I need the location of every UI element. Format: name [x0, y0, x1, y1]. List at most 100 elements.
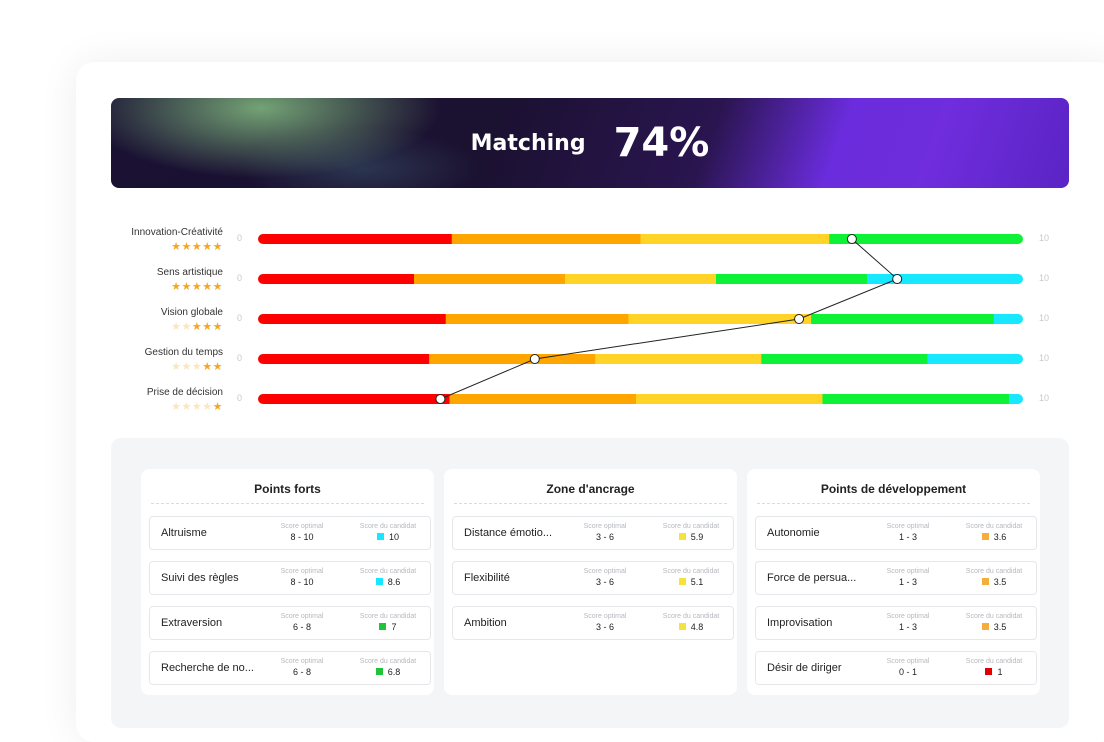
score-color-swatch	[379, 623, 387, 630]
axis-max-label: 10	[1039, 273, 1050, 283]
candidate-score-value: 5.1	[690, 577, 704, 587]
star-icon: ★	[212, 361, 223, 373]
trait-score-row: Autonomie Score optimal 1 - 3 Score du cand…	[755, 516, 1037, 550]
row-trait-name: Improvisation	[767, 617, 833, 629]
candidate-score-label: Score du candidat	[662, 523, 720, 530]
optimal-score-label: Score optimal	[280, 523, 324, 530]
bar-cap	[1013, 234, 1023, 244]
trait-bar	[258, 274, 1023, 284]
star-icon: ★	[212, 281, 223, 293]
bar-cap	[258, 314, 268, 324]
row-trait-name: Extraversion	[161, 617, 223, 629]
candidate-score: Score du candidat 3.5	[956, 612, 1032, 634]
trait-bar	[258, 354, 1023, 364]
candidate-score: Score du candidat 5.9	[653, 522, 729, 544]
candidate-score-label: Score du candidat	[359, 658, 417, 665]
star-icon: ★	[191, 321, 203, 333]
trait-score-row: Recherche de no... Score optimal 6 - 8 Scor…	[149, 651, 431, 685]
bar-cap	[1013, 394, 1023, 404]
column-title: Points forts	[254, 482, 321, 496]
optimal-score: Score optimal 0 - 1	[878, 657, 938, 679]
axis-max-label: 10	[1039, 313, 1050, 323]
score-color-swatch	[376, 533, 384, 540]
star-icon: ★	[181, 361, 192, 373]
candidate-score-label: Score du candidat	[965, 568, 1023, 575]
optimal-score-label: Score optimal	[583, 613, 627, 620]
star-icon: ★	[181, 401, 192, 413]
bar-segment	[640, 234, 830, 244]
trait-score-row: Suivi des règles Score optimal 8 - 10 Score…	[149, 561, 431, 595]
axis-min-label: 0	[237, 353, 243, 363]
optimal-score-value: 1 - 3	[898, 577, 917, 587]
optimal-score: Score optimal 6 - 8	[272, 612, 332, 634]
optimal-score: Score optimal 3 - 6	[575, 567, 635, 589]
axis-max-label: 10	[1039, 353, 1050, 363]
optimal-score-label: Score optimal	[886, 658, 930, 665]
candidate-score: Score du candidat 7	[350, 612, 426, 634]
star-icon: ★	[171, 361, 182, 373]
optimal-score: Score optimal 3 - 6	[575, 522, 635, 544]
trait-label: Prise de décision	[146, 387, 223, 398]
candidate-score-value: 3.5	[993, 622, 1007, 632]
star-icon: ★	[191, 361, 203, 373]
score-color-swatch	[985, 668, 993, 675]
bar-segment	[993, 314, 1019, 324]
candidate-score-value: 5.9	[690, 532, 704, 542]
trait-bar	[258, 314, 1023, 324]
row-trait-name: Altruisme	[161, 527, 207, 539]
optimal-score-label: Score optimal	[886, 613, 930, 620]
candidate-score-label: Score du candidat	[359, 568, 417, 575]
bar-segment	[829, 234, 1019, 244]
trait-bar	[258, 394, 1023, 404]
row-trait-name: Distance émotio...	[464, 527, 553, 539]
star-icon: ★	[212, 401, 223, 413]
candidate-score: Score du candidat 4.8	[653, 612, 729, 634]
star-icon: ★	[181, 321, 192, 333]
bar-segment	[263, 394, 450, 404]
bar-segment	[927, 354, 1019, 364]
summary-column: Zone d'ancrage Distance émotio... Score op…	[444, 469, 737, 695]
candidate-score: Score du candidat 3.6	[956, 522, 1032, 544]
candidate-score-label: Score du candidat	[965, 523, 1023, 530]
trait-star-rating: ★★★★★	[103, 241, 223, 253]
trait-score-row: Force de persua... Score optimal 1 - 3 Scor…	[755, 561, 1037, 595]
bar-segment	[263, 274, 415, 284]
summary-column: Points de développement Autonomie Score op…	[747, 469, 1040, 695]
trait-score-row: Flexibilité Score optimal 3 - 6 Score du ca…	[452, 561, 734, 595]
score-marker	[794, 314, 805, 324]
optimal-score: Score optimal 8 - 10	[272, 567, 332, 589]
axis-max-label: 10	[1039, 233, 1050, 243]
column-title: Points de développement	[820, 482, 967, 496]
star-icon: ★	[212, 321, 223, 333]
candidate-score: Score du candidat 1	[956, 657, 1032, 679]
bar-segment	[263, 234, 453, 244]
trait-score-row: Extraversion Score optimal 6 - 8 Score du c…	[149, 606, 431, 640]
optimal-score-label: Score optimal	[886, 523, 930, 530]
score-marker	[435, 394, 446, 404]
score-color-swatch	[375, 578, 383, 585]
star-icon: ★	[202, 281, 213, 293]
matching-value: 74%	[613, 120, 710, 166]
matching-banner: Matching 74%	[111, 98, 1069, 188]
column-title: Zone d'ancrage	[546, 482, 635, 496]
star-icon: ★	[191, 241, 203, 253]
candidate-score-value: 4.8	[690, 622, 704, 632]
candidate-score-value: 8.6	[387, 577, 401, 587]
row-trait-name: Recherche de no...	[161, 662, 254, 674]
score-color-swatch	[678, 623, 686, 630]
trait-star-rating: ★★★★★	[103, 321, 223, 333]
trait-star-rating: ★★★★★	[103, 401, 223, 413]
column-divider	[757, 503, 1030, 504]
optimal-score: Score optimal 6 - 8	[272, 657, 332, 679]
trait-bar	[258, 234, 1023, 244]
axis-max-label: 10	[1039, 393, 1050, 403]
optimal-score-value: 6 - 8	[292, 622, 311, 632]
star-icon: ★	[212, 241, 223, 253]
score-color-swatch	[375, 668, 383, 675]
score-color-swatch	[678, 533, 686, 540]
optimal-score-value: 3 - 6	[595, 532, 614, 542]
star-icon: ★	[171, 241, 182, 253]
optimal-score-value: 3 - 6	[595, 622, 614, 632]
optimal-score: Score optimal 1 - 3	[878, 522, 938, 544]
bar-segment	[414, 274, 566, 284]
